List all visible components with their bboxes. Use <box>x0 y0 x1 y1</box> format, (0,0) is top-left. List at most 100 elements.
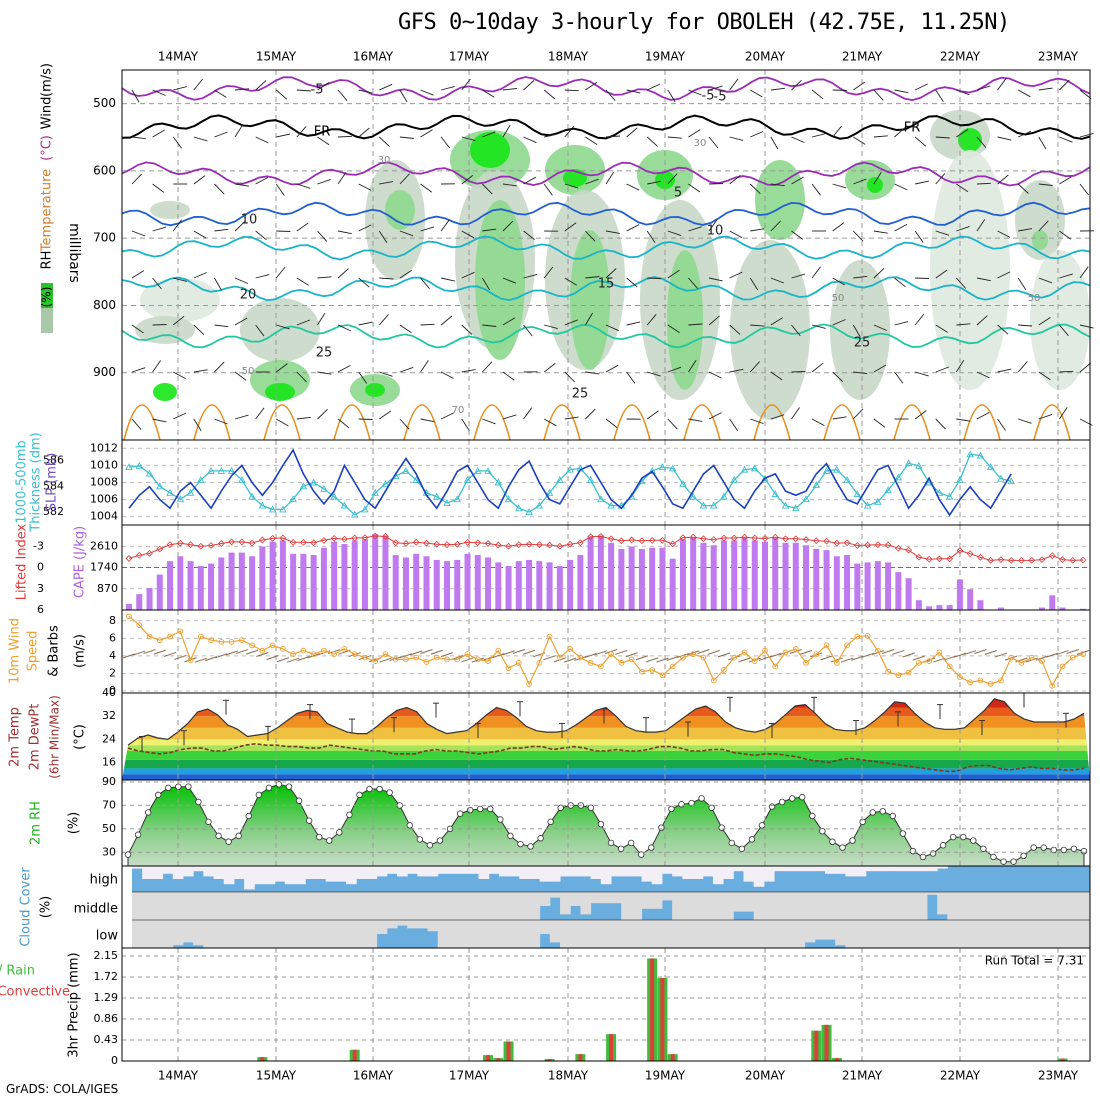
rh-shading-32 <box>1032 230 1048 250</box>
li-point <box>720 534 728 542</box>
rh-legend-swatch-grey <box>41 308 53 333</box>
cloud-low-gap <box>244 920 255 948</box>
wind-speed-point <box>351 651 358 657</box>
axis-label-wind: Wind <box>40 97 55 130</box>
cloud-middle-gap <box>152 892 164 920</box>
li-point <box>751 534 759 542</box>
wind-barb-upper <box>811 266 821 279</box>
thickness-point <box>453 495 462 503</box>
wind-barb-upper <box>1059 273 1073 279</box>
thickness-point <box>740 465 749 473</box>
cloud-low-gap <box>600 920 612 948</box>
cloud-middle-gap <box>335 892 347 920</box>
li-point <box>443 541 451 549</box>
rh-shading-10 <box>385 190 415 230</box>
li-point <box>853 542 861 549</box>
wind-barb-10m <box>225 650 238 656</box>
wind-barb-upper <box>482 228 497 232</box>
wind-barb-10m <box>584 653 597 658</box>
x-label-bottom-17MAY: 17MAY <box>449 1069 490 1083</box>
wind-barb-10m <box>984 650 997 655</box>
wind-barb-upper <box>502 414 517 420</box>
rh-point <box>980 845 987 852</box>
li-point <box>576 539 584 547</box>
cloud-low-gap <box>346 920 357 948</box>
wind-barb-10m <box>769 652 782 658</box>
wind-speed-point <box>987 681 994 687</box>
cloud-middle-gap <box>998 892 1009 920</box>
rh-point <box>487 805 494 813</box>
cloud-middle-gap <box>631 892 643 920</box>
wind-barb-upper <box>317 371 332 375</box>
wind-barb-upper <box>214 418 228 425</box>
wind-barb-10m <box>666 655 679 661</box>
cloud-middle-gap <box>1049 892 1060 920</box>
wind-barb-upper <box>358 371 368 384</box>
wind-speed-line <box>128 615 1084 688</box>
li-point <box>361 534 369 541</box>
cloud-middle-gap <box>315 892 327 920</box>
wind-barb-upper <box>523 273 538 279</box>
rh-point <box>1030 844 1037 851</box>
cloud-middle-gap <box>478 892 490 920</box>
wind-barb-10m <box>851 655 864 661</box>
rh-shading-33 <box>1030 250 1090 390</box>
li-point <box>494 541 502 549</box>
wind-barb-upper <box>770 317 783 326</box>
wind-barb-upper <box>1079 89 1092 99</box>
wind-barb-upper <box>811 418 825 426</box>
cloud-high-gap <box>875 866 887 872</box>
contour-label-10: 25 <box>316 346 333 361</box>
wind-barb-upper <box>152 226 167 232</box>
wind-barb-upper <box>523 230 535 240</box>
wind-barb-10m <box>492 653 505 659</box>
precip-bar-convective <box>650 958 655 1061</box>
li-point <box>628 536 636 544</box>
wind-barb-upper <box>337 89 348 101</box>
thickness-point <box>350 510 359 518</box>
rh-point <box>788 795 796 802</box>
wind-barb-upper <box>791 79 802 91</box>
cloud-low-gap <box>967 920 979 948</box>
cloud-high-gap <box>417 866 429 877</box>
li-point <box>228 538 235 546</box>
cloud-middle-gap <box>906 892 918 920</box>
wind-barb-10m <box>522 649 536 655</box>
legend-convective: Convective <box>0 985 70 1000</box>
cloud-high-gap <box>600 866 612 885</box>
wind-barb-10m <box>943 655 956 661</box>
cape-bar <box>402 557 409 610</box>
cape-bar <box>413 553 420 610</box>
thickness-point <box>443 499 451 506</box>
thickness-point <box>289 495 297 503</box>
wind-barb-upper <box>997 230 1011 238</box>
cloud-low-gap <box>325 920 337 948</box>
cloud-high-gap <box>162 866 174 874</box>
cape-bar <box>782 542 789 610</box>
cloud-middle-gap <box>916 892 928 920</box>
wind-speed-point <box>977 677 984 684</box>
cloud-high-gap <box>325 866 337 882</box>
cloud-low-gap <box>264 920 276 948</box>
wind-barb-upper <box>605 418 618 428</box>
wind-barb-upper <box>1017 277 1027 290</box>
cloud-middle-gap <box>244 892 255 920</box>
wind-speed-point <box>680 654 686 661</box>
wind-barb-upper <box>914 313 925 326</box>
cloud-low-gap <box>723 920 734 948</box>
wind-speed-point <box>444 656 450 663</box>
li-point <box>546 541 553 549</box>
cape-bar <box>423 556 430 610</box>
isotherm-20-5 <box>121 276 1091 302</box>
cloud-middle-gap <box>162 892 174 920</box>
wind-barb-upper <box>543 89 556 100</box>
thickness-point <box>884 486 892 494</box>
wind-barb-upper <box>1059 176 1072 185</box>
cloud-high-gap <box>529 866 541 879</box>
wind-barb-upper <box>1038 220 1049 232</box>
cape-bar <box>1059 607 1066 610</box>
wind-barb-upper <box>441 277 455 282</box>
cloud-high-gap <box>488 866 500 874</box>
cloud-low-gap <box>753 920 765 948</box>
li-point <box>741 533 748 541</box>
